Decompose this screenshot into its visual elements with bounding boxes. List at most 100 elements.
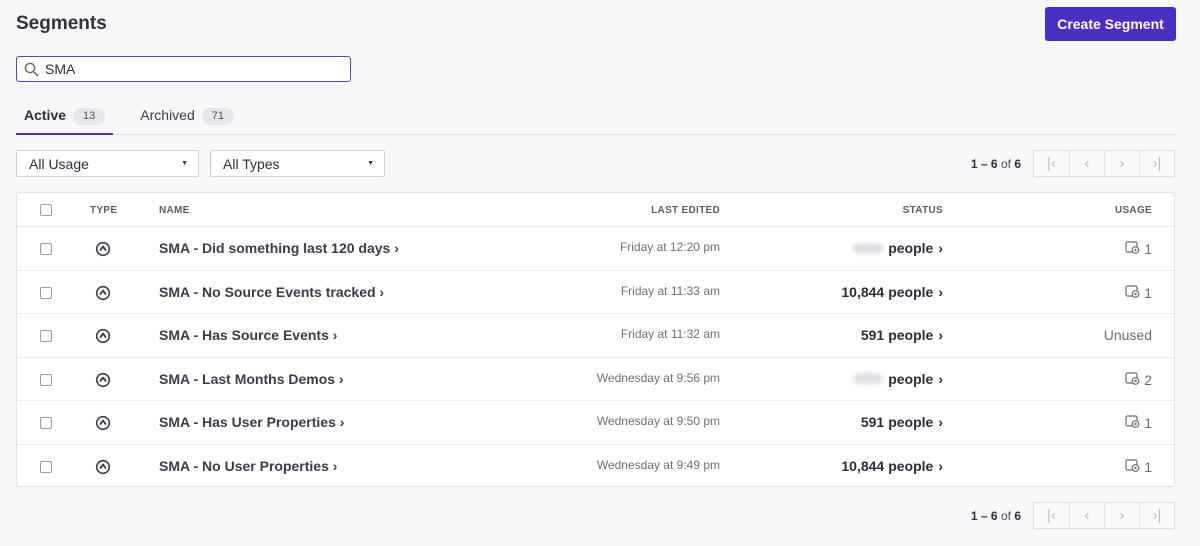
chevron-right-icon: › <box>938 414 943 430</box>
chevron-right-icon: › <box>938 327 943 343</box>
usage-cell: Unused <box>1104 327 1152 343</box>
segment-name-link[interactable]: SMA - Has User Properties › <box>159 414 345 430</box>
usage-count: 1 <box>1144 415 1152 431</box>
last-edited-value: Wednesday at 9:56 pm <box>596 370 720 385</box>
caret-down-icon: ▼ <box>367 160 374 167</box>
last-edited-value: Wednesday at 9:49 pm <box>596 457 720 472</box>
table-row: SMA - Has User Properties › Wednesday at … <box>17 401 1174 445</box>
segment-type-icon <box>95 459 111 475</box>
last-edited-value: Friday at 11:32 am <box>620 327 720 341</box>
people-label: people <box>888 414 934 430</box>
usage-count: 1 <box>1144 284 1152 301</box>
page-title: Segments <box>16 13 107 34</box>
usage-cell[interactable]: 1 <box>1125 284 1152 302</box>
people-count: 591 <box>860 327 885 343</box>
usage-icon <box>1125 240 1144 258</box>
people-label: people <box>888 457 934 474</box>
search-input[interactable] <box>45 58 335 80</box>
redacted-count <box>853 242 884 254</box>
next-page-icon[interactable]: › <box>1104 151 1139 176</box>
row-checkbox[interactable] <box>40 373 52 386</box>
status-link[interactable]: people › <box>853 371 943 387</box>
chevron-right-icon: › <box>938 240 943 256</box>
usage-count: 1 <box>1144 458 1152 475</box>
tab-active-label: Active <box>24 107 67 123</box>
tab-archived-count: 71 <box>201 108 234 125</box>
segment-type-icon <box>95 241 111 257</box>
segment-type-icon <box>95 372 111 388</box>
segment-name-link[interactable]: SMA - No Source Events tracked › <box>159 283 385 300</box>
select-all-checkbox[interactable] <box>40 204 52 216</box>
status-link[interactable]: people › <box>853 240 943 256</box>
usage-count: 1 <box>1144 241 1152 257</box>
usage-cell[interactable]: 2 <box>1125 371 1152 389</box>
status-link[interactable]: 591 people › <box>861 414 943 430</box>
last-edited-value: Wednesday at 9:50 pm <box>596 414 720 428</box>
usage-icon <box>1125 371 1144 389</box>
usage-column-header[interactable]: USAGE <box>1114 205 1152 216</box>
tab-archived-label: Archived <box>140 107 195 123</box>
usage-cell[interactable]: 1 <box>1125 458 1152 476</box>
status-link[interactable]: 10,844 people › <box>841 458 943 474</box>
usage-icon <box>1125 284 1144 302</box>
table-row: SMA - Has Source Events › Friday at 11:32… <box>17 314 1174 358</box>
table-header: TYPE NAME LAST EDITED STATUS USAGE <box>17 193 1174 227</box>
usage-icon <box>1125 458 1144 476</box>
usage-cell[interactable]: 1 <box>1125 240 1152 258</box>
segment-name-link[interactable]: SMA - No User Properties › <box>159 457 338 474</box>
usage-cell[interactable]: 1 <box>1125 414 1152 432</box>
last-edited-value: Friday at 11:33 am <box>620 283 720 298</box>
first-page-icon[interactable]: |‹ <box>1047 155 1056 172</box>
pagination-bottom: 1 – 6 of 6 |‹ ‹ › ›| <box>971 502 1175 529</box>
last-page-icon[interactable]: ›| <box>1139 503 1174 528</box>
segment-type-icon <box>95 415 111 431</box>
pagination-top: 1 – 6 of 6 |‹ ‹ › ›| <box>971 150 1175 177</box>
segment-name-link[interactable]: SMA - Has Source Events › <box>159 327 338 343</box>
tab-archived[interactable]: Archived 71 <box>132 100 242 135</box>
people-count: 591 <box>860 414 885 430</box>
create-segment-button[interactable]: Create Segment <box>1045 7 1176 41</box>
last-page-icon[interactable]: ›| <box>1139 151 1174 176</box>
table-row: SMA - Last Months Demos › Wednesday at 9:… <box>17 358 1174 401</box>
last-edited-value: Friday at 12:20 pm <box>619 240 720 254</box>
chevron-right-icon: › <box>938 370 943 387</box>
table-row: SMA - No User Properties › Wednesday at 9… <box>17 445 1174 489</box>
row-checkbox[interactable] <box>40 243 52 255</box>
pagination-count: 1 – 6 of 6 <box>970 156 1021 171</box>
chevron-right-icon: › <box>938 283 943 300</box>
last-edited-column-header[interactable]: LAST EDITED <box>651 205 720 216</box>
usage-filter-value: All Usage <box>29 155 89 172</box>
prev-page-icon[interactable]: ‹ <box>1069 151 1104 176</box>
people-label: people <box>888 283 934 300</box>
usage-count: Unused <box>1103 327 1152 343</box>
type-filter-select[interactable]: All Types ▼ <box>210 150 385 177</box>
caret-down-icon: ▼ <box>181 160 188 167</box>
segment-name-link[interactable]: SMA - Last Months Demos › <box>159 370 344 387</box>
prev-page-icon[interactable]: ‹ <box>1069 503 1104 528</box>
people-count: 10,844 <box>841 457 885 474</box>
usage-count: 2 <box>1144 371 1152 388</box>
status-link[interactable]: 591 people › <box>861 327 943 343</box>
search-icon <box>17 62 45 77</box>
usage-icon <box>1125 414 1144 432</box>
segment-type-icon <box>95 285 111 301</box>
row-checkbox[interactable] <box>40 286 52 299</box>
tab-active-count: 13 <box>73 108 106 125</box>
row-checkbox[interactable] <box>40 330 52 342</box>
first-page-icon[interactable]: |‹ <box>1047 507 1056 524</box>
type-filter-value: All Types <box>223 155 280 172</box>
status-column-header[interactable]: STATUS <box>902 205 943 216</box>
segments-table: TYPE NAME LAST EDITED STATUS USAGE SMA -… <box>16 192 1175 487</box>
table-row: SMA - No Source Events tracked › Friday a… <box>17 271 1174 314</box>
name-column-header[interactable]: NAME <box>159 205 190 216</box>
next-page-icon[interactable]: › <box>1104 503 1139 528</box>
tab-active[interactable]: Active 13 <box>16 100 114 135</box>
segment-name-link[interactable]: SMA - Did something last 120 days › <box>159 240 399 256</box>
search-field[interactable] <box>16 56 351 82</box>
usage-filter-select[interactable]: All Usage ▼ <box>16 150 199 177</box>
row-checkbox[interactable] <box>40 417 52 429</box>
status-link[interactable]: 10,844 people › <box>841 284 943 300</box>
segment-type-icon <box>95 328 111 344</box>
pagination-count: 1 – 6 of 6 <box>970 508 1021 523</box>
row-checkbox[interactable] <box>40 460 52 473</box>
